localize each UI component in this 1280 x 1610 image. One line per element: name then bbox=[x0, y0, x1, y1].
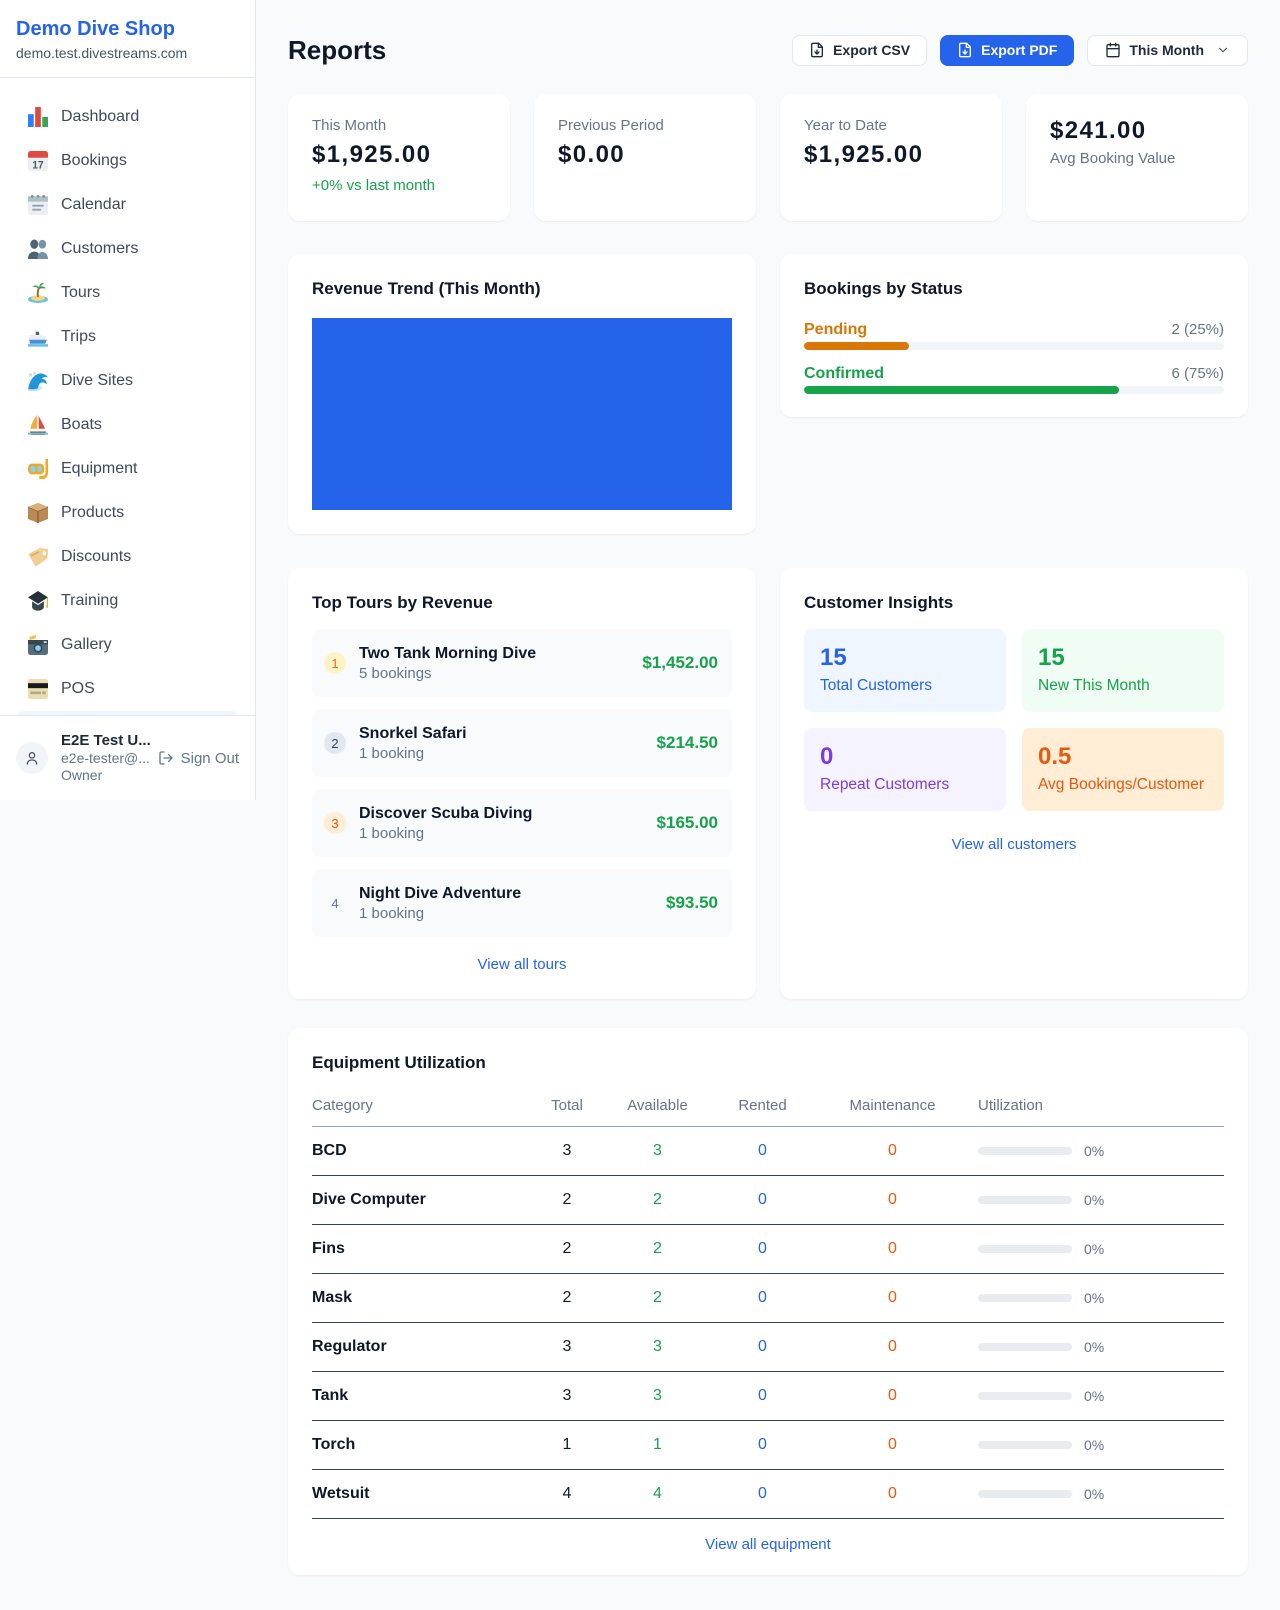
svg-text:17: 17 bbox=[32, 160, 43, 171]
